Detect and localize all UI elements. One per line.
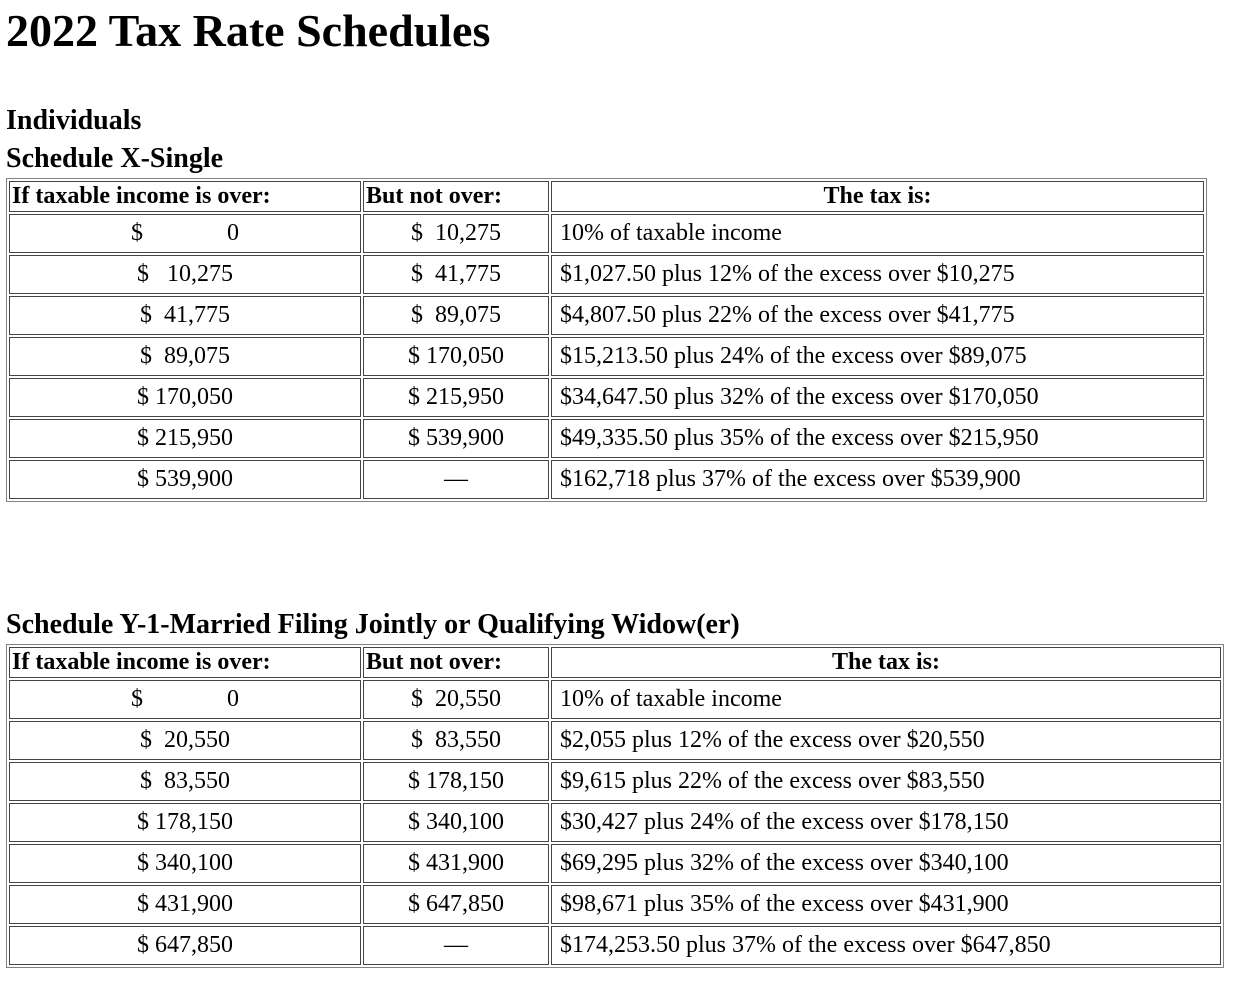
table-row: $ 83,550 $ 178,150 $9,615 plus 22% of th… — [9, 762, 1221, 801]
header-income-over: If taxable income is over: — [9, 181, 361, 212]
page-title: 2022 Tax Rate Schedules — [6, 5, 491, 56]
table-row: $ 89,075 $ 170,050 $15,213.50 plus 24% o… — [9, 337, 1204, 376]
individuals-heading: Individuals — [6, 105, 142, 136]
table-row: $ 178,150 $ 340,100 $30,427 plus 24% of … — [9, 803, 1221, 842]
cell-tax: $34,647.50 plus 32% of the excess over $… — [551, 378, 1204, 417]
table-header-row: If taxable income is over: But not over:… — [9, 647, 1221, 678]
tax-table-schedule-x: If taxable income is over: But not over:… — [6, 178, 1207, 502]
table-row: $ 0 $ 20,550 10% of taxable income — [9, 680, 1221, 719]
schedule-y1-heading: Schedule Y-1-Married Filing Jointly or Q… — [6, 609, 740, 640]
header-the-tax-is: The tax is: — [551, 647, 1221, 678]
cell-not-over: $ 647,850 — [363, 885, 549, 924]
cell-over: $ 647,850 — [9, 926, 361, 965]
tax-table-schedule-y1: If taxable income is over: But not over:… — [6, 644, 1224, 968]
cell-over: $ 539,900 — [9, 460, 361, 499]
cell-tax: $4,807.50 plus 22% of the excess over $4… — [551, 296, 1204, 335]
cell-over: $ 215,950 — [9, 419, 361, 458]
cell-tax: 10% of taxable income — [551, 680, 1221, 719]
cell-over: $ 20,550 — [9, 721, 361, 760]
cell-not-over: $ 215,950 — [363, 378, 549, 417]
cell-over: $ 0 — [9, 680, 361, 719]
cell-over: $ 431,900 — [9, 885, 361, 924]
cell-not-over: $ 83,550 — [363, 721, 549, 760]
table-row: $ 539,900 — $162,718 plus 37% of the exc… — [9, 460, 1204, 499]
cell-not-over: $ 431,900 — [363, 844, 549, 883]
cell-not-over: $ 10,275 — [363, 214, 549, 253]
cell-not-over: $ 41,775 — [363, 255, 549, 294]
cell-not-over: $ 539,900 — [363, 419, 549, 458]
cell-not-over: $ 340,100 — [363, 803, 549, 842]
table-row: $ 41,775 $ 89,075 $4,807.50 plus 22% of … — [9, 296, 1204, 335]
cell-not-over: $ 170,050 — [363, 337, 549, 376]
cell-over: $ 83,550 — [9, 762, 361, 801]
table-row: $ 215,950 $ 539,900 $49,335.50 plus 35% … — [9, 419, 1204, 458]
cell-tax: $174,253.50 plus 37% of the excess over … — [551, 926, 1221, 965]
table-row: $ 10,275 $ 41,775 $1,027.50 plus 12% of … — [9, 255, 1204, 294]
table-row: $ 340,100 $ 431,900 $69,295 plus 32% of … — [9, 844, 1221, 883]
table-header-row: If taxable income is over: But not over:… — [9, 181, 1204, 212]
cell-over: $ 340,100 — [9, 844, 361, 883]
cell-over: $ 0 — [9, 214, 361, 253]
table-row: $ 170,050 $ 215,950 $34,647.50 plus 32% … — [9, 378, 1204, 417]
cell-not-over: — — [363, 460, 549, 499]
cell-tax: $49,335.50 plus 35% of the excess over $… — [551, 419, 1204, 458]
header-but-not-over: But not over: — [363, 181, 549, 212]
cell-tax: 10% of taxable income — [551, 214, 1204, 253]
header-the-tax-is: The tax is: — [551, 181, 1204, 212]
cell-tax: $98,671 plus 35% of the excess over $431… — [551, 885, 1221, 924]
cell-tax: $2,055 plus 12% of the excess over $20,5… — [551, 721, 1221, 760]
cell-tax: $9,615 plus 22% of the excess over $83,5… — [551, 762, 1221, 801]
table-row: $ 647,850 — $174,253.50 plus 37% of the … — [9, 926, 1221, 965]
cell-tax: $30,427 plus 24% of the excess over $178… — [551, 803, 1221, 842]
header-income-over: If taxable income is over: — [9, 647, 361, 678]
table-row: $ 431,900 $ 647,850 $98,671 plus 35% of … — [9, 885, 1221, 924]
cell-over: $ 178,150 — [9, 803, 361, 842]
cell-not-over: $ 178,150 — [363, 762, 549, 801]
cell-over: $ 89,075 — [9, 337, 361, 376]
table-row: $ 20,550 $ 83,550 $2,055 plus 12% of the… — [9, 721, 1221, 760]
cell-over: $ 41,775 — [9, 296, 361, 335]
cell-not-over: — — [363, 926, 549, 965]
cell-not-over: $ 20,550 — [363, 680, 549, 719]
schedule-x-heading-block: Individuals Schedule X-Single — [6, 102, 1238, 178]
cell-over: $ 170,050 — [9, 378, 361, 417]
cell-over: $ 10,275 — [9, 255, 361, 294]
cell-tax: $162,718 plus 37% of the excess over $53… — [551, 460, 1204, 499]
cell-tax: $15,213.50 plus 24% of the excess over $… — [551, 337, 1204, 376]
schedule-x-heading: Schedule X-Single — [6, 143, 224, 174]
header-but-not-over: But not over: — [363, 647, 549, 678]
cell-tax: $1,027.50 plus 12% of the excess over $1… — [551, 255, 1204, 294]
cell-tax: $69,295 plus 32% of the excess over $340… — [551, 844, 1221, 883]
table-row: $ 0 $ 10,275 10% of taxable income — [9, 214, 1204, 253]
cell-not-over: $ 89,075 — [363, 296, 549, 335]
